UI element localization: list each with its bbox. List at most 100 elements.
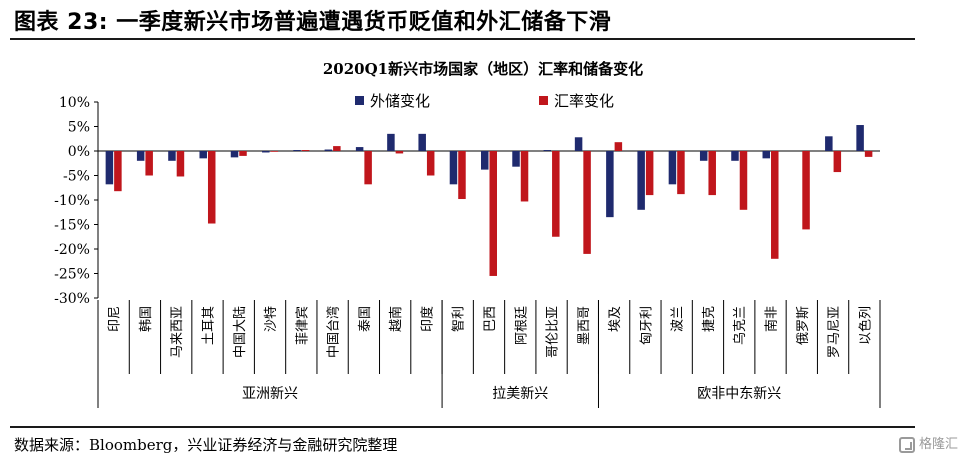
bar-reserve-change: [262, 151, 270, 153]
bar-reserve-change: [699, 151, 708, 161]
bar-fx-change: [802, 151, 810, 230]
watermark: 格隆汇: [898, 433, 958, 453]
bar-reserve-change: [762, 151, 771, 159]
group-label: 欧非中东新兴: [697, 386, 781, 402]
category-label: 墨西哥: [577, 306, 592, 345]
data-source-note: 数据来源：Bloomberg，兴业证券经济与金融研究院整理: [14, 436, 398, 454]
watermark-text: 格隆汇: [918, 437, 958, 452]
category-label: 土耳其: [201, 306, 216, 345]
bar-reserve-change: [449, 151, 458, 185]
bar-reserve-change: [168, 151, 176, 161]
bar-reserve-change: [355, 147, 364, 151]
bar-fx-change: [708, 151, 716, 196]
footer-rule: [10, 426, 915, 428]
y-tick-label: 0%: [68, 144, 90, 160]
category-label: 菲律宾: [294, 306, 310, 345]
category-label: 巴西: [483, 306, 498, 332]
category-label: 韩国: [139, 306, 154, 332]
group-label: 亚洲新兴: [242, 386, 298, 402]
category-label: 乌克兰: [732, 306, 748, 345]
bar-fx-change: [614, 142, 623, 151]
category-label: 波兰: [671, 306, 686, 332]
category-label: 匈牙利: [639, 306, 654, 345]
bar-reserve-change: [105, 151, 114, 185]
category-label: 埃及: [608, 306, 623, 332]
bar-reserve-change: [481, 151, 489, 170]
category-label: 中国大陆: [232, 306, 248, 358]
category-label: 南非: [764, 306, 780, 332]
y-tick-label: 5%: [68, 120, 90, 136]
legend-swatch-fx: [539, 96, 548, 105]
category-label: 以色列: [857, 306, 873, 345]
y-tick-label: -15%: [54, 218, 90, 234]
category-label: 泰国: [358, 306, 373, 332]
bar-fx-change: [145, 151, 153, 176]
category-label: 马来西亚: [170, 306, 185, 358]
y-tick-label: -25%: [54, 267, 90, 283]
bar-reserve-change: [543, 150, 552, 151]
legend-label-reserve: 外储变化: [370, 92, 430, 110]
category-label: 阿根廷: [514, 306, 529, 345]
category-label: 罗马尼亚: [827, 306, 842, 358]
y-tick-label: -10%: [54, 193, 90, 209]
category-label: 哥伦比亚: [546, 306, 561, 358]
y-tick-label: -5%: [63, 169, 90, 185]
bar-reserve-change: [324, 149, 333, 151]
bar-reserve-change: [668, 151, 677, 185]
category-label: 越南: [388, 306, 404, 332]
bar-fx-change: [301, 150, 310, 151]
chart-title: 2020Q1新兴市场国家（地区）汇率和储备变化: [322, 60, 644, 78]
category-label: 印度: [419, 306, 435, 332]
bar-fx-change: [645, 151, 654, 196]
category-label: 智利: [452, 306, 467, 332]
legend-swatch-reserve: [355, 96, 364, 105]
bar-fx-change: [426, 151, 435, 176]
category-label: 俄罗斯: [796, 306, 811, 345]
bar-reserve-change: [418, 133, 426, 151]
category-label: 沙特: [264, 306, 279, 332]
bar-fx-change: [176, 151, 185, 177]
gelonghui-logo-icon: [898, 436, 915, 453]
bar-reserve-change: [512, 151, 520, 167]
bar-fx-change: [833, 151, 842, 173]
bar-reserve-change: [731, 151, 739, 161]
y-tick-label: 10%: [59, 95, 90, 111]
bar-fx-change: [364, 151, 372, 185]
bar-fx-change: [395, 151, 404, 154]
bar-fx-change: [333, 146, 341, 151]
bar-fx-change: [771, 151, 779, 259]
bar-fx-change: [552, 151, 560, 237]
legend-label-fx: 汇率变化: [554, 92, 614, 110]
bar-reserve-change: [293, 150, 301, 151]
bar-fx-change: [458, 151, 466, 200]
y-tick-label: -30%: [54, 291, 90, 307]
bar-fx-change: [520, 151, 529, 202]
group-label: 拉美新兴: [492, 386, 548, 402]
bar-fx-change: [489, 151, 497, 276]
bar-fx-change: [114, 151, 122, 192]
bar-reserve-change: [574, 137, 583, 151]
figure-title: 图表 23: 一季度新兴市场普遍遭遇货币贬值和外汇储备下滑: [14, 10, 612, 35]
bar-reserve-change: [230, 151, 239, 158]
bar-fx-change: [207, 151, 216, 224]
bar-fx-change: [864, 151, 873, 157]
bar-fx-change: [677, 151, 685, 195]
bar-fx-change: [739, 151, 748, 210]
category-label: 中国台湾: [326, 306, 342, 358]
category-label: 印尼: [108, 306, 123, 332]
bar-fx-change: [270, 151, 279, 152]
bar-reserve-change: [606, 151, 614, 218]
bar-reserve-change: [199, 151, 207, 159]
header-rule: [10, 38, 915, 40]
bar-reserve-change: [637, 151, 645, 210]
bar-reserve-change: [387, 133, 395, 151]
bar-reserve-change: [825, 136, 833, 151]
bar-fx-change: [583, 151, 591, 254]
y-tick-label: -20%: [54, 242, 90, 258]
report-header: 图表 23: 一季度新兴市场普遍遭遇货币贬值和外汇储备下滑: [0, 0, 966, 40]
bar-reserve-change: [856, 125, 864, 151]
category-label: 捷克: [702, 306, 717, 332]
bar-fx-change: [239, 151, 247, 156]
bar-reserve-change: [136, 151, 145, 161]
